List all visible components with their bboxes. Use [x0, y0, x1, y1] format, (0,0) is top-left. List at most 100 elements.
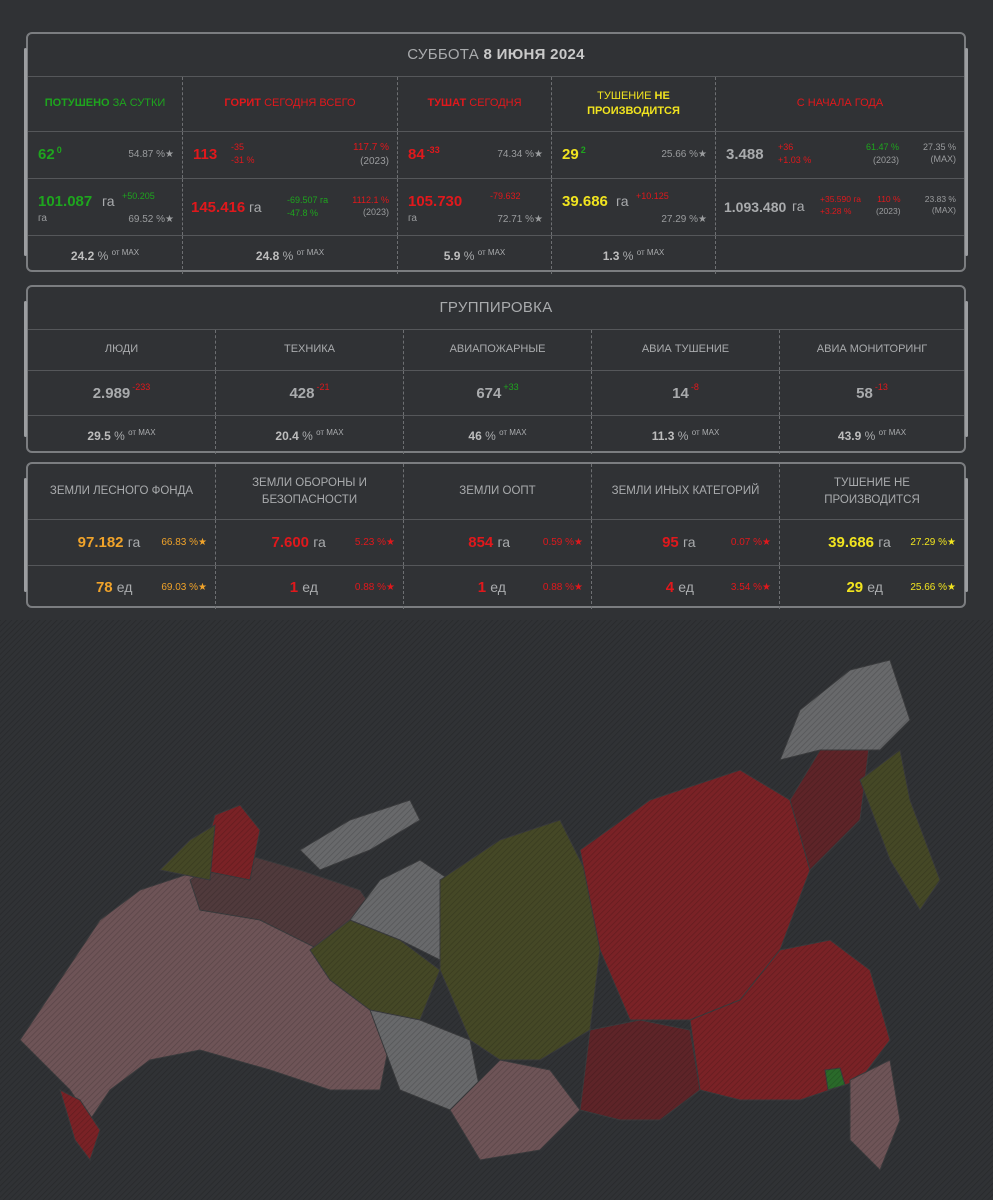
russia-fire-map	[0, 620, 993, 1200]
not-fighting-count: 29 2	[562, 145, 586, 163]
region-kamchatka	[859, 749, 941, 911]
region-novaya-zemlya	[299, 799, 421, 871]
not-fighting-area: 39.686	[562, 193, 608, 210]
group-value-1: 428 -21	[216, 371, 404, 415]
not-fighting-area-cell: 39.686 га +10.125 27.29 %★	[552, 179, 716, 235]
area-unit: га	[249, 199, 262, 215]
year-count-cell: 3.488 +36 +1.03 % 61.47 % (2023) 27.35 % (M…	[716, 132, 964, 178]
area-sub-unit: га	[408, 213, 417, 224]
group-label-4: АВИА МОНИТОРИНГ	[816, 343, 928, 356]
area-unit: га	[102, 193, 115, 209]
summary-panel: СУББОТА 8 ИЮНЯ 2024 ПОТУШЕНО ЗА СУТКИ ГО…	[24, 32, 968, 274]
not-fighting-area-pct: 27.29 %★	[661, 214, 707, 225]
land-count-1: 1 ед 0.88 %★	[216, 566, 404, 609]
extinguished-area-delta: +50.205	[122, 191, 155, 201]
group-max-3: 11.3 % от MAX	[592, 416, 780, 454]
land-label-4: ТУШЕНИЕ НЕ ПРОИЗВОДИТСЯ	[824, 477, 920, 506]
not-fighting-max: 1.3 % от MAX	[552, 236, 716, 274]
area-unit: га	[792, 198, 805, 214]
burning-count-delta: -35 -31 %	[231, 142, 255, 165]
land-label-1: ЗЕМЛИ ОБОРОНЫ И БЕЗОПАСНОСТИ	[216, 464, 404, 519]
date-value: 8 ИЮНЯ 2024	[483, 46, 585, 63]
header-since-year-start: С НАЧАЛА ГОДА	[796, 97, 884, 110]
land-label-2: ЗЕМЛИ ООПТ	[404, 464, 592, 519]
header-being-extinguished: ТУШАТ СЕГОДНЯ	[398, 77, 552, 131]
region-irkutsk	[579, 1019, 701, 1121]
not-fighting-area-delta: +10.125	[636, 191, 669, 201]
land-count-0: 78 ед 69.03 %★	[28, 566, 216, 609]
region-chukotka	[779, 659, 911, 761]
region-siberia-west	[439, 819, 601, 1061]
group-label-1: ТЕХНИКА	[216, 330, 404, 370]
header-burning: ГОРИТ СЕГОДНЯ ВСЕГО	[183, 77, 398, 131]
burning-area-cell: 145.416 га -69.507 га -47.8 % 1112.1 % (20…	[183, 179, 398, 235]
land-label-0: ЗЕМЛИ ЛЕСНОГО ФОНДА	[28, 464, 216, 519]
not-fighting-count-cell: 29 2 25.66 %★	[552, 132, 716, 178]
group-title: ГРУППИРОВКА	[28, 287, 964, 330]
group-panel: ГРУППИРОВКА ЛЮДИ ТЕХНИКА АВИАПОЖАРНЫЕ АВИА …	[24, 285, 968, 454]
group-value-0: 2.989 -233	[28, 371, 216, 415]
group-label-3: АВИА ТУШЕНИЕ	[592, 330, 780, 370]
land-area-3: 95 га 0.07 %★	[592, 520, 780, 565]
group-max-1: 20.4 % от MAX	[216, 416, 404, 454]
extinguished-area: 101.087	[38, 193, 93, 210]
group-max-4: 43.9 % от MAX	[837, 427, 907, 443]
region-primorye	[849, 1059, 901, 1171]
burning-area: 145.416	[191, 199, 246, 216]
land-count-3: 4 ед 3.54 %★	[592, 566, 780, 609]
extinguished-count-cell: 62 0 54.87 %★	[28, 132, 183, 178]
extinguished-area-cell: 101.087 га +50.205 га 69.52 %★	[28, 179, 183, 235]
burning-count-cell: 113 -35 -31 % 117.7 % (2023)	[183, 132, 398, 178]
land-count-4: 29 ед 25.66 %★	[846, 579, 956, 596]
area-unit: га	[616, 193, 629, 209]
burning-area-pct: 1112.1 % (2023)	[352, 195, 389, 218]
area-sub-unit: га	[38, 213, 47, 224]
extinguished-max: 24.2 % от MAX	[28, 236, 183, 274]
year-area-delta: +35.590 га +3.28 %	[820, 194, 861, 216]
land-area-2: 854 га 0.59 %★	[404, 520, 592, 565]
group-max-0: 29.5 % от MAX	[28, 416, 216, 454]
fighting-area-cell: 105.730 -79.632 га 72.71 %★	[398, 179, 552, 235]
group-value-3: 14 -8	[592, 371, 780, 415]
land-area-0: 97.182 га 66.83 %★	[28, 520, 216, 565]
land-label-3: ЗЕМЛИ ИНЫХ КАТЕГОРИЙ	[592, 464, 780, 519]
group-max-2: 46 % от MAX	[404, 416, 592, 454]
year-area: 1.093.480	[724, 199, 787, 215]
lands-panel: ЗЕМЛИ ЛЕСНОГО ФОНДА ЗЕМЛИ ОБОРОНЫ И БЕЗОП…	[24, 462, 968, 609]
burning-max: 24.8 % от MAX	[183, 236, 398, 274]
extinguished-count: 62 0	[38, 145, 62, 163]
year-area-cell: 1.093.480 га +35.590 га +3.28 % 110 % (202…	[716, 179, 964, 235]
group-value-2: 674 +33	[404, 371, 592, 415]
land-count-2: 1 ед 0.88 %★	[404, 566, 592, 609]
date-title: СУББОТА 8 ИЮНЯ 2024	[28, 34, 964, 77]
burning-count: 113	[193, 146, 218, 163]
fighting-count-cell: 84 -33 74.34 %★	[398, 132, 552, 178]
fighting-area-delta: -79.632	[490, 191, 521, 201]
map-regions	[19, 659, 941, 1171]
year-area-pct-max: 23.83 % (MAX)	[924, 194, 956, 216]
date-weekday: СУББОТА	[407, 46, 480, 63]
burning-count-pct: 117.7 % (2023)	[353, 142, 389, 167]
fighting-count: 84 -33	[408, 145, 440, 163]
year-count: 3.488	[726, 146, 764, 163]
extinguished-area-pct: 69.52 %★	[128, 214, 174, 225]
fighting-area: 105.730	[408, 193, 463, 210]
header-not-extinguished: ТУШЕНИЕ НЕ ПРОИЗВОДИТСЯ	[552, 77, 716, 131]
year-count-pct-max: 27.35 % (MAX)	[922, 142, 956, 165]
group-value-4: 58 -13	[856, 382, 888, 402]
fighting-area-pct: 72.71 %★	[497, 214, 543, 225]
fighting-count-pct: 74.34 %★	[497, 149, 543, 160]
year-area-pct-2023: 110 % (2023)	[876, 194, 901, 216]
not-fighting-count-pct: 25.66 %★	[661, 149, 707, 160]
year-count-delta: +36 +1.03 %	[778, 142, 812, 165]
land-area-4: 39.686 га 27.29 %★	[828, 534, 956, 551]
fighting-max: 5.9 % от MAX	[398, 236, 552, 274]
land-area-1: 7.600 га 5.23 %★	[216, 520, 404, 565]
year-count-pct-2023: 61.47 % (2023)	[866, 142, 900, 165]
group-label-0: ЛЮДИ	[28, 330, 216, 370]
group-label-2: АВИАПОЖАРНЫЕ	[404, 330, 592, 370]
year-max	[716, 236, 964, 274]
region-murmansk	[158, 824, 216, 881]
extinguished-count-pct: 54.87 %★	[128, 149, 174, 160]
burning-area-delta: -69.507 га -47.8 %	[287, 195, 329, 218]
